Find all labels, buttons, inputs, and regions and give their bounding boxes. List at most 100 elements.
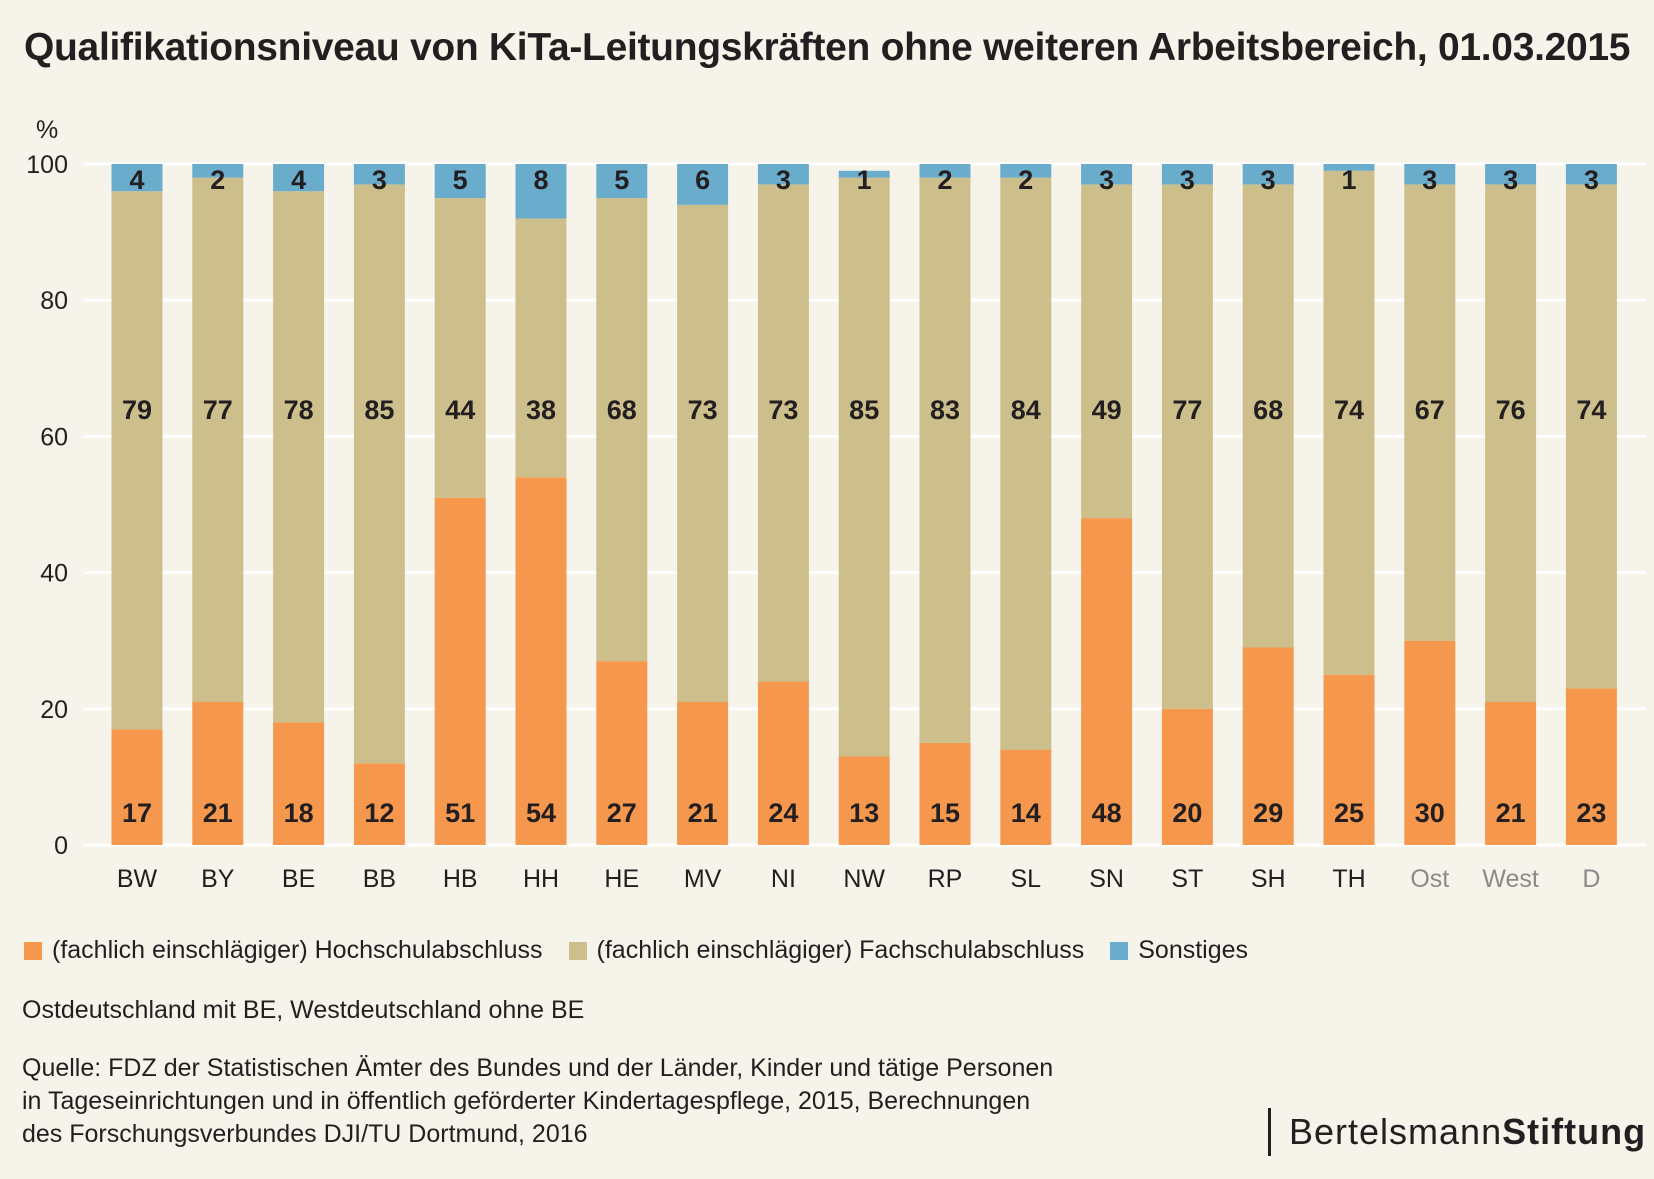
data-label-sonstiges: 3 — [1261, 165, 1276, 195]
bar-segment-hochschule — [1242, 647, 1294, 845]
data-label-sonstiges: 4 — [129, 165, 144, 195]
x-tick-label: D — [1582, 865, 1600, 893]
x-tick-label: SN — [1089, 865, 1124, 893]
data-label-sonstiges: 3 — [1099, 165, 1114, 195]
data-label-sonstiges: 2 — [937, 165, 952, 195]
bar-segment-fachschule — [1323, 170, 1375, 675]
data-label-fachschule: 67 — [1415, 395, 1445, 425]
data-label-sonstiges: 4 — [291, 165, 306, 195]
x-tick-label: HE — [604, 865, 639, 893]
x-tick-label: TH — [1332, 865, 1365, 893]
legend-swatch-sonstiges — [1110, 941, 1129, 960]
bar-segment-hochschule — [1081, 518, 1133, 845]
legend-label-hochschule: (fachlich einschlägiger) Hochschulabschl… — [52, 936, 543, 964]
bar-segment-sonstiges — [111, 164, 163, 192]
bar-segment-sonstiges — [434, 164, 486, 199]
x-tick-label: BB — [363, 865, 396, 893]
data-label-sonstiges: 8 — [533, 165, 548, 195]
data-label-sonstiges: 3 — [1180, 165, 1195, 195]
bar-segment-hochschule — [1000, 749, 1052, 845]
data-label-fachschule: 49 — [1092, 395, 1122, 425]
bar-segment-sonstiges — [919, 164, 971, 178]
data-label-sonstiges: 3 — [1503, 165, 1518, 195]
bar-segment-sonstiges — [1404, 164, 1456, 185]
bar-segment-fachschule — [1565, 184, 1617, 689]
bar-segment-fachschule — [919, 177, 971, 743]
data-label-hochschule: 29 — [1253, 798, 1283, 828]
legend-label-sonstiges: Sonstiges — [1138, 936, 1249, 964]
bar-segment-fachschule — [192, 177, 244, 702]
bar-segment-fachschule — [1000, 177, 1052, 750]
bar-segment-sonstiges — [838, 170, 890, 178]
bar-segment-hochschule — [1565, 688, 1617, 845]
bar-segment-fachschule — [596, 198, 648, 662]
bar-segment-hochschule — [1161, 708, 1213, 845]
data-label-hochschule: 21 — [203, 798, 233, 828]
data-label-hochschule: 48 — [1092, 798, 1122, 828]
chart-title: Qualifikationsniveau von KiTa-Leitungskr… — [24, 26, 1631, 69]
data-label-fachschule: 74 — [1576, 395, 1606, 425]
bar-segment-sonstiges — [1565, 164, 1617, 185]
bar-segment-hochschule — [111, 729, 163, 845]
data-label-hochschule: 24 — [768, 798, 798, 828]
data-label-hochschule: 12 — [364, 798, 394, 828]
data-label-hochschule: 21 — [688, 798, 718, 828]
bar-segment-fachschule — [757, 184, 809, 682]
x-tick-label: NW — [843, 865, 885, 893]
data-label-fachschule: 79 — [122, 395, 152, 425]
bar-segment-hochschule — [192, 701, 244, 845]
bar-segment-hochschule — [677, 701, 729, 845]
bar-segment-fachschule — [1404, 184, 1456, 641]
x-tick-label: HB — [443, 865, 478, 893]
data-label-hochschule: 27 — [607, 798, 637, 828]
data-label-sonstiges: 3 — [372, 165, 387, 195]
bar-segment-fachschule — [515, 218, 567, 478]
data-label-fachschule: 76 — [1496, 395, 1526, 425]
data-label-sonstiges: 1 — [1341, 165, 1356, 195]
data-label-hochschule: 21 — [1496, 798, 1526, 828]
data-label-fachschule: 85 — [849, 395, 879, 425]
x-tick-label: SL — [1011, 865, 1042, 893]
bar-segment-hochschule — [353, 763, 405, 845]
y-axis-label: % — [36, 116, 58, 144]
y-tick-label: 60 — [40, 423, 68, 451]
logo-text-stiftung: Stiftung — [1502, 1111, 1647, 1152]
legend-swatch-fachschule — [568, 941, 587, 960]
bar-segment-sonstiges — [757, 164, 809, 185]
x-tick-label: BW — [117, 865, 158, 893]
data-label-fachschule: 85 — [364, 395, 394, 425]
y-tick-label: 100 — [26, 151, 68, 179]
x-tick-label: NI — [771, 865, 796, 893]
x-tick-label: HH — [523, 865, 559, 893]
data-label-fachschule: 68 — [607, 395, 637, 425]
bar-segment-fachschule — [677, 204, 729, 702]
legend-label-fachschule: (fachlich einschlägiger) Fachschulabschl… — [596, 936, 1085, 964]
data-label-hochschule: 51 — [445, 798, 475, 828]
data-label-sonstiges: 2 — [210, 165, 225, 195]
data-label-hochschule: 14 — [1011, 798, 1041, 828]
y-tick-label: 20 — [40, 696, 68, 724]
logo-text-bertelsmann: Bertelsmann — [1289, 1111, 1503, 1152]
data-label-hochschule: 13 — [849, 798, 879, 828]
bar-segment-sonstiges — [515, 164, 567, 219]
data-label-hochschule: 15 — [930, 798, 960, 828]
source-line: des Forschungsverbundes DJI/TU Dortmund,… — [22, 1120, 588, 1148]
bar-segment-fachschule — [1242, 184, 1294, 648]
bar-segment-fachschule — [434, 198, 486, 498]
bar-segment-hochschule — [1323, 674, 1375, 845]
x-tick-label: ST — [1171, 865, 1203, 893]
source-note: Quelle: FDZ der Statistischen Ämter des … — [22, 1052, 1053, 1151]
x-tick-label: Ost — [1410, 865, 1449, 893]
bar-segment-hochschule — [1485, 701, 1537, 845]
bar-segment-sonstiges — [1485, 164, 1537, 185]
data-label-fachschule: 74 — [1334, 395, 1364, 425]
bar-segment-sonstiges — [192, 164, 244, 178]
x-tick-label: SH — [1251, 865, 1286, 893]
bertelsmann-stiftung-logo: BertelsmannStiftung — [1268, 1108, 1646, 1156]
bar-segment-hochschule — [838, 756, 890, 845]
data-label-sonstiges: 3 — [1584, 165, 1599, 195]
x-tick-label: BE — [282, 865, 315, 893]
bar-segment-hochschule — [757, 681, 809, 845]
bar-segment-sonstiges — [1161, 164, 1213, 185]
bar-segment-hochschule — [515, 477, 567, 845]
